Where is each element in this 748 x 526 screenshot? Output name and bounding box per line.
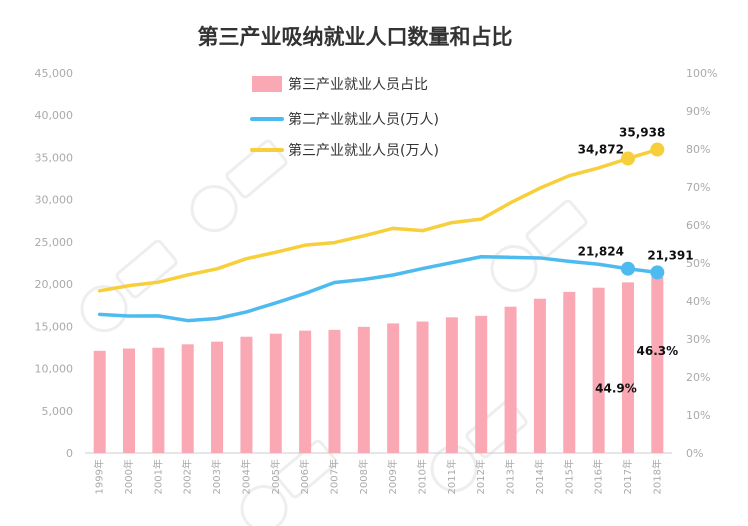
data-label: 21,391 xyxy=(647,248,693,262)
x-tick-label: 2011年 xyxy=(445,459,458,494)
y-right-tick-label: 100% xyxy=(686,67,717,80)
watermark-mark xyxy=(525,199,588,259)
y-right-tick-label: 10% xyxy=(686,409,710,422)
data-label: 46.3% xyxy=(637,344,679,358)
line-point xyxy=(620,151,635,166)
x-tick-label: 2008年 xyxy=(357,459,370,494)
data-labels: 21,824 21,391 34,872 35,938 44.9% 46.3% xyxy=(578,126,694,396)
y-right-tick-label: 90% xyxy=(686,105,710,118)
bar xyxy=(211,341,224,453)
y-right-tick-label: 20% xyxy=(686,371,710,384)
watermark-logo xyxy=(80,285,128,333)
bar xyxy=(533,298,546,453)
x-tick-label: 2000年 xyxy=(122,459,135,494)
x-tick-label: 2006年 xyxy=(298,459,311,494)
bar xyxy=(269,333,282,453)
legend-label: 第三产业就业人员(万人) xyxy=(288,142,439,159)
watermark-mark xyxy=(275,439,338,499)
y-left-tick-label: 30,000 xyxy=(35,194,74,207)
secondary-industry-line xyxy=(97,254,660,323)
y-left-tick-label: 35,000 xyxy=(35,151,74,164)
bar xyxy=(651,277,664,453)
legend-label: 第三产业就业人员占比 xyxy=(288,76,428,93)
watermark-mark xyxy=(115,239,178,299)
line-series xyxy=(97,142,665,323)
data-label: 44.9% xyxy=(595,381,637,395)
axes: 0 5,000 10,000 15,000 20,000 25,000 30,000 35,0… xyxy=(35,67,718,494)
y-right-tick-label: 0% xyxy=(686,447,703,460)
watermark-logo xyxy=(430,445,478,493)
x-tick-label: 2004年 xyxy=(239,459,252,494)
y-left-tick-label: 0 xyxy=(66,447,73,460)
data-label: 21,824 xyxy=(578,245,624,259)
bar xyxy=(328,329,341,453)
watermark xyxy=(240,439,338,526)
watermark-logo xyxy=(190,185,238,233)
x-tick-label: 2013年 xyxy=(504,459,517,494)
legend-swatch-bar xyxy=(252,76,282,92)
bar xyxy=(416,321,429,453)
y-right-tick-label: 60% xyxy=(686,219,710,232)
line-point xyxy=(650,142,665,157)
y-right-tick-label: 40% xyxy=(686,295,710,308)
y-left-tick-label: 5,000 xyxy=(42,405,74,418)
data-label: 34,872 xyxy=(578,143,624,157)
bar xyxy=(299,330,312,453)
x-tick-label: 2015年 xyxy=(562,459,575,494)
x-tick-label: 2016年 xyxy=(592,459,605,494)
y-left-tick-label: 15,000 xyxy=(35,320,74,333)
x-tick-label: 2018年 xyxy=(650,459,663,494)
watermark xyxy=(80,239,178,333)
legend-label: 第二产业就业人员(万人) xyxy=(288,111,439,128)
y-left-tick-label: 45,000 xyxy=(35,67,74,80)
bar xyxy=(181,344,194,453)
x-tick-label: 2001年 xyxy=(151,459,164,494)
data-label: 35,938 xyxy=(619,126,665,140)
bar-series xyxy=(93,277,664,453)
tertiary-industry-line xyxy=(97,147,660,293)
watermark-mark xyxy=(465,399,528,459)
x-tick-label: 2009年 xyxy=(386,459,399,494)
watermark-logo xyxy=(490,245,538,293)
bar xyxy=(93,350,106,453)
bar xyxy=(123,348,136,453)
bar xyxy=(621,282,634,453)
y-left-tick-label: 25,000 xyxy=(35,236,74,249)
x-tick-label: 2012年 xyxy=(474,459,487,494)
bar xyxy=(445,317,458,453)
bar xyxy=(475,315,488,453)
y-left-tick-label: 10,000 xyxy=(35,363,74,376)
bar xyxy=(357,326,370,453)
y-right-tick-label: 30% xyxy=(686,333,710,346)
y-left-tick-label: 40,000 xyxy=(35,109,74,122)
y-left-tick-label: 20,000 xyxy=(35,278,74,291)
x-tick-label: 2014年 xyxy=(533,459,546,494)
x-tick-label: 2003年 xyxy=(210,459,223,494)
watermark-logo xyxy=(240,485,288,526)
chart-title: 第三产业吸纳就业人口数量和占比 xyxy=(198,25,513,49)
y-right-tick-label: 80% xyxy=(686,143,710,156)
bar xyxy=(504,306,517,453)
y-right-tick-label: 70% xyxy=(686,181,710,194)
bar xyxy=(240,336,253,453)
x-tick-label: 2002年 xyxy=(181,459,194,494)
x-tick-label: 2005年 xyxy=(269,459,282,494)
bar xyxy=(152,347,165,453)
x-tick-label: 2010年 xyxy=(416,459,429,494)
x-tick-label: 2007年 xyxy=(327,459,340,494)
watermark xyxy=(490,199,588,293)
bar xyxy=(563,291,576,453)
bar xyxy=(387,323,400,453)
x-tick-label: 2017年 xyxy=(621,459,634,494)
y-right-tick-label: 50% xyxy=(686,257,710,270)
line-point xyxy=(650,265,665,280)
line-point xyxy=(620,261,635,276)
bar xyxy=(592,287,605,453)
x-tick-label: 1999年 xyxy=(93,459,106,494)
